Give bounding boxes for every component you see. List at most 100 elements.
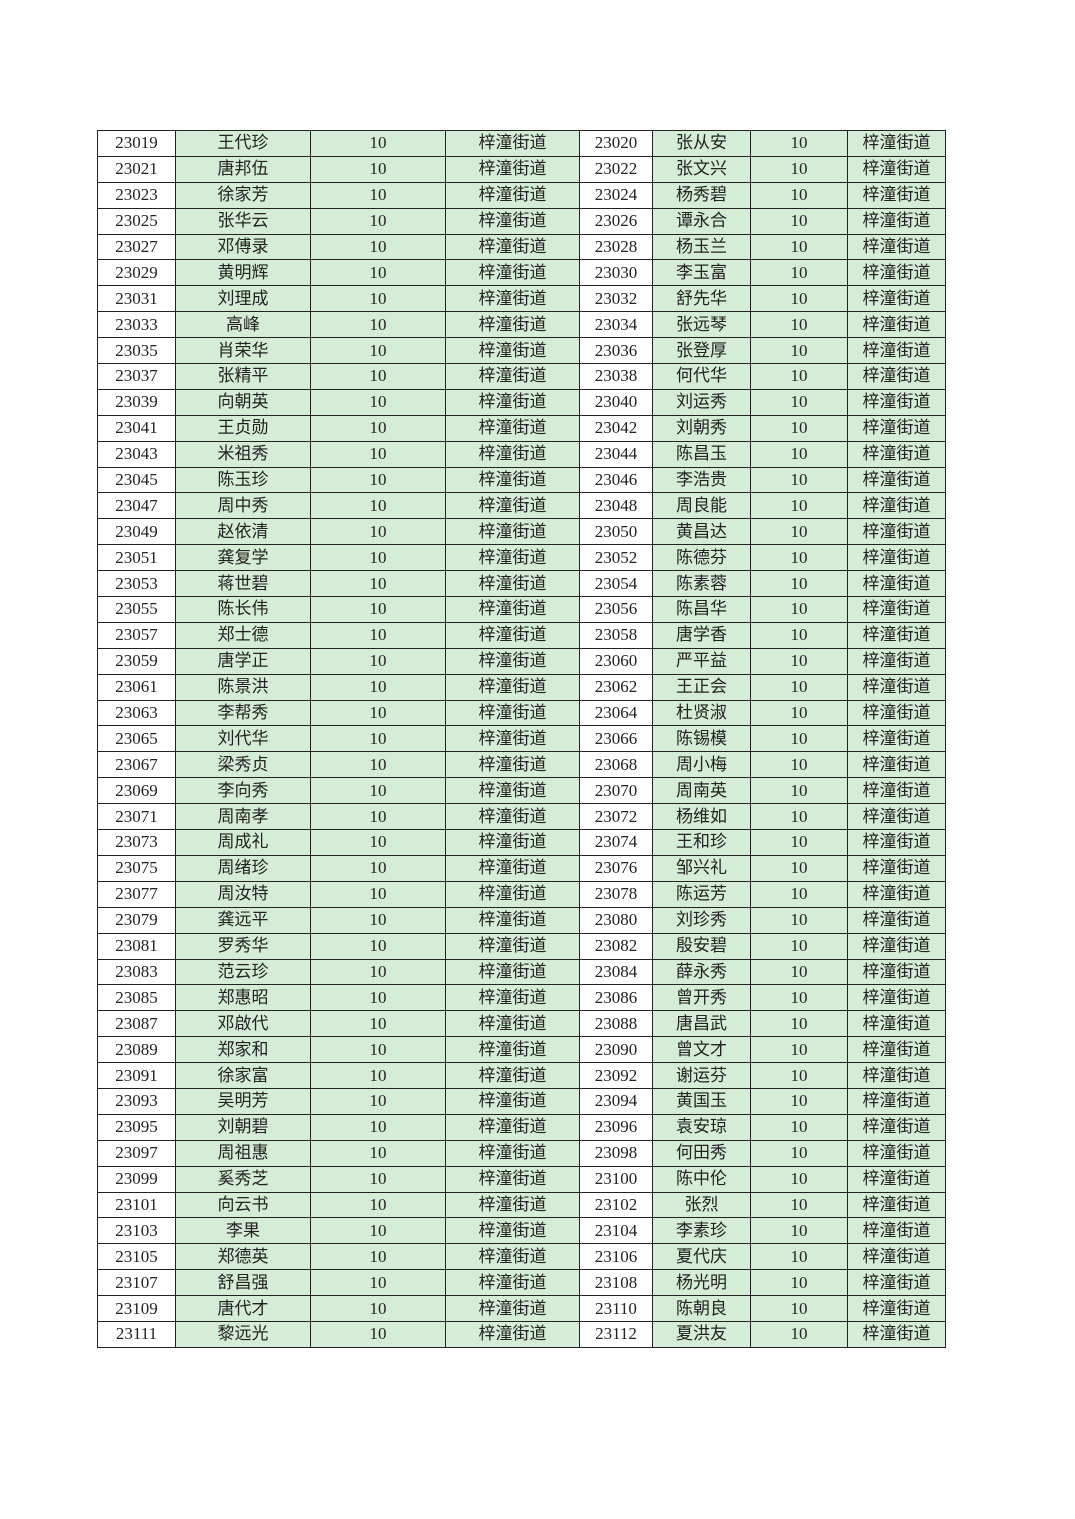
table-row: 23105 郑德英 10 梓潼街道 23106 夏代庆 10 梓潼街道 [97,1243,946,1271]
amount-cell: 10 [310,906,446,934]
street-cell: 梓潼街道 [847,130,946,157]
amount-cell: 10 [310,233,446,261]
street-cell: 梓潼街道 [445,181,580,209]
record-id-cell: 23019 [97,130,176,157]
record-id-cell: 23070 [579,777,653,805]
record-id-cell: 23093 [97,1087,176,1115]
record-id-cell: 23044 [579,440,653,468]
table-row: 23079 龚远平 10 梓潼街道 23080 刘珍秀 10 梓潼街道 [97,906,946,934]
street-cell: 梓潼街道 [445,829,580,856]
record-id-cell: 23025 [97,207,176,235]
person-name-cell: 周中秀 [175,492,311,520]
table-row: 23067 梁秀贞 10 梓潼街道 23068 周小梅 10 梓潼街道 [97,751,946,779]
street-cell: 梓潼街道 [847,596,946,623]
amount-cell: 10 [750,207,848,235]
table-row: 23111 黎远光 10 梓潼街道 23112 夏洪友 10 梓潼街道 [97,1320,946,1348]
street-cell: 梓潼街道 [445,388,580,416]
amount-cell: 10 [310,803,446,831]
person-name-cell: 周汝特 [175,880,311,908]
record-id-cell: 23045 [97,466,176,494]
amount-cell: 10 [750,388,848,416]
record-id-cell: 23031 [97,285,176,313]
person-name-cell: 李浩贵 [652,466,751,494]
amount-cell: 10 [750,984,848,1012]
person-name-cell: 赵依清 [175,518,311,546]
record-id-cell: 23067 [97,751,176,779]
street-cell: 梓潼街道 [847,492,946,520]
table-row: 23043 米祖秀 10 梓潼街道 23044 陈昌玉 10 梓潼街道 [97,440,946,468]
street-cell: 梓潼街道 [445,363,580,390]
record-id-cell: 23056 [579,596,653,623]
person-name-cell: 舒昌强 [175,1269,311,1297]
street-cell: 梓潼街道 [847,1010,946,1038]
table-row: 23073 周成礼 10 梓潼街道 23074 王和珍 10 梓潼街道 [97,829,946,856]
record-id-cell: 23081 [97,932,176,960]
amount-cell: 10 [750,596,848,623]
amount-cell: 10 [750,1269,848,1297]
street-cell: 梓潼街道 [445,155,580,183]
street-cell: 梓潼街道 [445,544,580,572]
record-id-cell: 23059 [97,647,176,675]
street-cell: 梓潼街道 [445,777,580,805]
amount-cell: 10 [310,621,446,649]
table-body: 23019 王代珍 10 梓潼街道 23020 张从安 10 梓潼街道 23021 唐邦伍 10 梓潼… [97,130,946,1348]
person-name-cell: 张烈 [652,1191,751,1219]
table-row: 23101 向云书 10 梓潼街道 23102 张烈 10 梓潼街道 [97,1191,946,1219]
amount-cell: 10 [310,958,446,986]
amount-cell: 10 [310,130,446,157]
street-cell: 梓潼街道 [445,880,580,908]
amount-cell: 10 [750,906,848,934]
person-name-cell: 夏洪友 [652,1320,751,1348]
amount-cell: 10 [750,1036,848,1064]
record-id-cell: 23022 [579,155,653,183]
amount-cell: 10 [750,647,848,675]
person-name-cell: 邹兴礼 [652,854,751,882]
amount-cell: 10 [750,233,848,261]
street-cell: 梓潼街道 [445,1191,580,1219]
amount-cell: 10 [750,1295,848,1322]
person-name-cell: 杜贤淑 [652,699,751,727]
street-cell: 梓潼街道 [847,1191,946,1219]
record-id-cell: 23101 [97,1191,176,1219]
amount-cell: 10 [750,1139,848,1167]
record-id-cell: 23066 [579,725,653,753]
amount-cell: 10 [310,337,446,365]
person-name-cell: 李玉富 [652,259,751,287]
amount-cell: 10 [310,1320,446,1348]
record-id-cell: 23082 [579,932,653,960]
record-id-cell: 23089 [97,1036,176,1064]
record-id-cell: 23027 [97,233,176,261]
table-row: 23041 王贞勋 10 梓潼街道 23042 刘朝秀 10 梓潼街道 [97,414,946,442]
street-cell: 梓潼街道 [445,1139,580,1167]
record-id-cell: 23050 [579,518,653,546]
amount-cell: 10 [310,673,446,701]
record-id-cell: 23041 [97,414,176,442]
amount-cell: 10 [310,1191,446,1219]
street-cell: 梓潼街道 [445,958,580,986]
amount-cell: 10 [750,130,848,157]
amount-cell: 10 [310,181,446,209]
amount-cell: 10 [750,1243,848,1271]
person-name-cell: 严平益 [652,647,751,675]
record-id-cell: 23075 [97,854,176,882]
amount-cell: 10 [310,1087,446,1115]
person-name-cell: 杨维如 [652,803,751,831]
person-name-cell: 张精平 [175,363,311,390]
person-name-cell: 周小梅 [652,751,751,779]
amount-cell: 10 [750,363,848,390]
amount-cell: 10 [310,647,446,675]
amount-cell: 10 [750,544,848,572]
person-name-cell: 李果 [175,1217,311,1245]
table-row: 23083 范云珍 10 梓潼街道 23084 薛永秀 10 梓潼街道 [97,958,946,986]
person-name-cell: 刘朝秀 [652,414,751,442]
record-id-cell: 23073 [97,829,176,856]
record-id-cell: 23047 [97,492,176,520]
person-name-cell: 刘代华 [175,725,311,753]
table-row: 23075 周绪珍 10 梓潼街道 23076 邹兴礼 10 梓潼街道 [97,854,946,882]
street-cell: 梓潼街道 [445,647,580,675]
amount-cell: 10 [750,958,848,986]
street-cell: 梓潼街道 [445,751,580,779]
record-id-cell: 23078 [579,880,653,908]
amount-cell: 10 [750,751,848,779]
table-row: 23095 刘朝碧 10 梓潼街道 23096 袁安琼 10 梓潼街道 [97,1113,946,1141]
